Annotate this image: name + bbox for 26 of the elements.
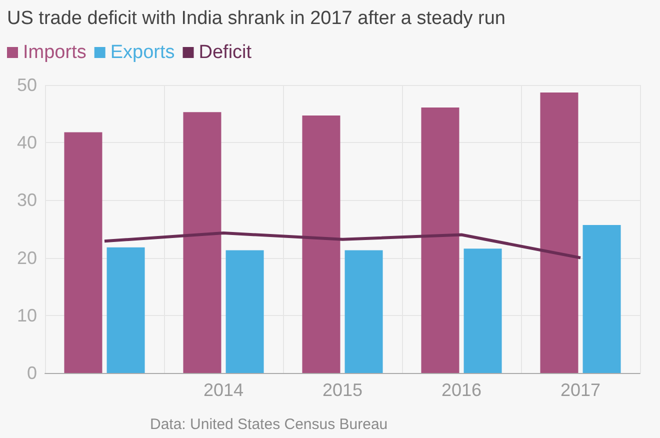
- y-tick-label: 50: [16, 75, 37, 95]
- bar: [64, 132, 102, 373]
- x-tick-label: 2014: [203, 380, 244, 400]
- x-tick-label: 2016: [441, 380, 482, 400]
- x-tick-label: 2015: [322, 380, 363, 400]
- bar: [226, 250, 264, 373]
- y-tick-label: 0: [26, 363, 37, 383]
- bar: [106, 247, 145, 373]
- y-tick-label: 20: [16, 248, 37, 268]
- x-tick-label: 2017: [560, 380, 601, 400]
- bar: [302, 116, 340, 373]
- legend-label: Deficit: [198, 42, 252, 63]
- y-tick-label: 30: [16, 190, 37, 210]
- legend-label: Imports: [23, 42, 86, 63]
- y-tick-label: 40: [16, 132, 37, 153]
- bar: [540, 92, 578, 373]
- text: Data: United States Census Bureau: [150, 416, 388, 433]
- y-tick-label: 10: [16, 305, 37, 326]
- bar: [582, 224, 621, 373]
- chart-title: US trade deficit with India shrank in 2017 after a steady run: [7, 8, 506, 29]
- bar: [421, 107, 460, 373]
- bar: [464, 248, 502, 373]
- legend-label: Exports: [110, 42, 175, 63]
- line-series: [103, 232, 582, 260]
- bar: [344, 250, 383, 373]
- bar: [183, 112, 222, 373]
